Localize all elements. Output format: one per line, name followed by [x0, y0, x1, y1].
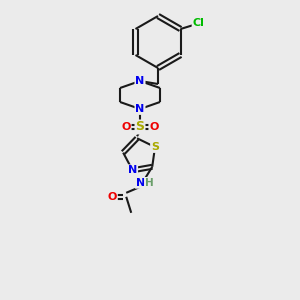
Text: O: O [149, 122, 159, 132]
Text: S: S [136, 121, 145, 134]
Text: H: H [145, 178, 154, 188]
Text: O: O [121, 122, 131, 132]
Text: N: N [135, 104, 145, 114]
Text: O: O [107, 192, 117, 202]
Text: N: N [135, 76, 145, 86]
Text: N: N [136, 178, 145, 188]
Text: N: N [128, 165, 137, 175]
Text: Cl: Cl [193, 18, 205, 28]
Text: S: S [151, 142, 159, 152]
